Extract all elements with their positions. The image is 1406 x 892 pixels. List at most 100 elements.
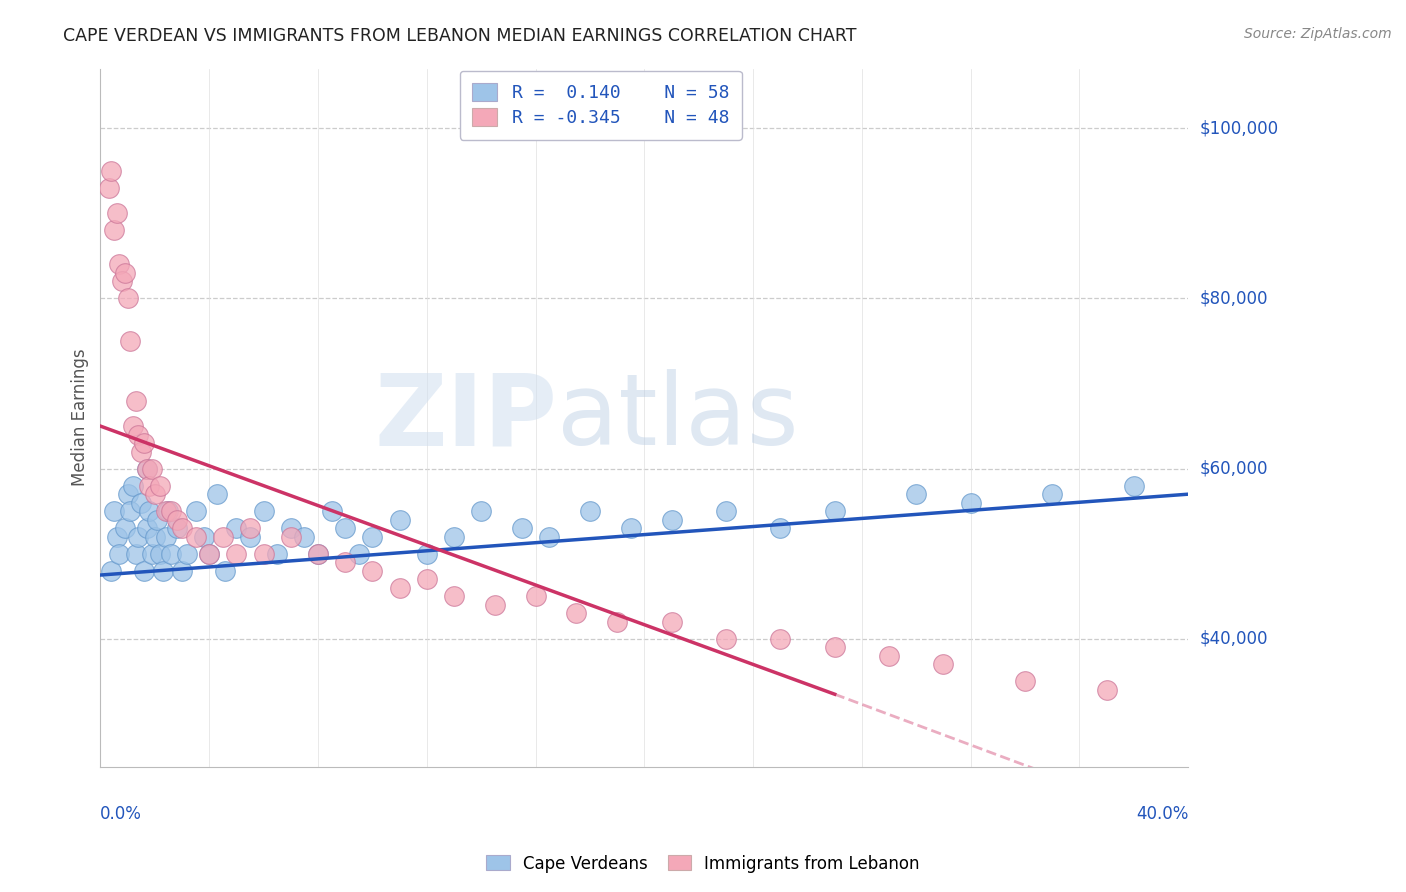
Point xyxy=(105,206,128,220)
Text: $40,000: $40,000 xyxy=(1199,630,1268,648)
Point xyxy=(155,530,177,544)
Point xyxy=(333,521,356,535)
Point xyxy=(143,487,166,501)
Point xyxy=(714,632,737,646)
Point xyxy=(769,632,792,646)
Point xyxy=(160,547,183,561)
Text: $60,000: $60,000 xyxy=(1199,459,1268,477)
Point xyxy=(138,504,160,518)
Point xyxy=(292,530,315,544)
Point xyxy=(117,291,139,305)
Point xyxy=(620,521,643,535)
Point xyxy=(129,444,152,458)
Point xyxy=(661,615,683,629)
Point xyxy=(132,564,155,578)
Point xyxy=(184,504,207,518)
Point xyxy=(565,607,588,621)
Point xyxy=(824,504,846,518)
Point xyxy=(225,521,247,535)
Point xyxy=(579,504,602,518)
Point xyxy=(225,547,247,561)
Point xyxy=(538,530,561,544)
Point xyxy=(160,504,183,518)
Text: Source: ZipAtlas.com: Source: ZipAtlas.com xyxy=(1244,27,1392,41)
Point xyxy=(1040,487,1063,501)
Point xyxy=(1095,683,1118,698)
Point xyxy=(769,521,792,535)
Point xyxy=(280,530,302,544)
Point xyxy=(103,504,125,518)
Point xyxy=(510,521,533,535)
Point xyxy=(932,657,955,672)
Point xyxy=(122,478,145,492)
Point xyxy=(97,180,120,194)
Point xyxy=(135,461,157,475)
Point xyxy=(100,564,122,578)
Point xyxy=(606,615,628,629)
Point xyxy=(905,487,928,501)
Text: 0.0%: 0.0% xyxy=(100,805,142,823)
Point xyxy=(484,598,506,612)
Point xyxy=(184,530,207,544)
Point xyxy=(388,513,411,527)
Point xyxy=(138,478,160,492)
Point xyxy=(135,461,157,475)
Point xyxy=(127,427,149,442)
Point xyxy=(141,547,163,561)
Point xyxy=(103,223,125,237)
Point xyxy=(143,530,166,544)
Point xyxy=(170,564,193,578)
Point xyxy=(361,530,384,544)
Point xyxy=(214,564,236,578)
Point xyxy=(152,564,174,578)
Point xyxy=(321,504,343,518)
Point xyxy=(252,504,274,518)
Point xyxy=(114,521,136,535)
Point xyxy=(333,555,356,569)
Text: CAPE VERDEAN VS IMMIGRANTS FROM LEBANON MEDIAN EARNINGS CORRELATION CHART: CAPE VERDEAN VS IMMIGRANTS FROM LEBANON … xyxy=(63,27,856,45)
Point xyxy=(416,547,439,561)
Point xyxy=(239,521,262,535)
Point xyxy=(127,530,149,544)
Point xyxy=(361,564,384,578)
Point xyxy=(280,521,302,535)
Point xyxy=(959,496,981,510)
Point xyxy=(239,530,262,544)
Point xyxy=(155,504,177,518)
Point xyxy=(166,513,188,527)
Y-axis label: Median Earnings: Median Earnings xyxy=(72,349,89,486)
Point xyxy=(105,530,128,544)
Text: 40.0%: 40.0% xyxy=(1136,805,1188,823)
Point xyxy=(1122,478,1144,492)
Point xyxy=(170,521,193,535)
Point xyxy=(207,487,229,501)
Point xyxy=(111,274,134,288)
Point xyxy=(416,572,439,586)
Point xyxy=(470,504,492,518)
Point xyxy=(266,547,288,561)
Point xyxy=(141,461,163,475)
Point xyxy=(135,521,157,535)
Point xyxy=(120,334,142,348)
Legend: R =  0.140    N = 58, R = -0.345    N = 48: R = 0.140 N = 58, R = -0.345 N = 48 xyxy=(460,70,742,140)
Point xyxy=(198,547,221,561)
Point xyxy=(307,547,329,561)
Point xyxy=(149,547,172,561)
Point xyxy=(108,547,131,561)
Point xyxy=(307,547,329,561)
Point xyxy=(129,496,152,510)
Point xyxy=(198,547,221,561)
Point xyxy=(824,640,846,655)
Point xyxy=(122,419,145,434)
Point xyxy=(347,547,370,561)
Point xyxy=(714,504,737,518)
Point xyxy=(443,590,465,604)
Text: $80,000: $80,000 xyxy=(1199,289,1268,308)
Text: ZIP: ZIP xyxy=(374,369,557,466)
Point xyxy=(157,504,180,518)
Point xyxy=(132,436,155,450)
Point xyxy=(176,547,198,561)
Point xyxy=(661,513,683,527)
Point xyxy=(877,648,900,663)
Point xyxy=(524,590,547,604)
